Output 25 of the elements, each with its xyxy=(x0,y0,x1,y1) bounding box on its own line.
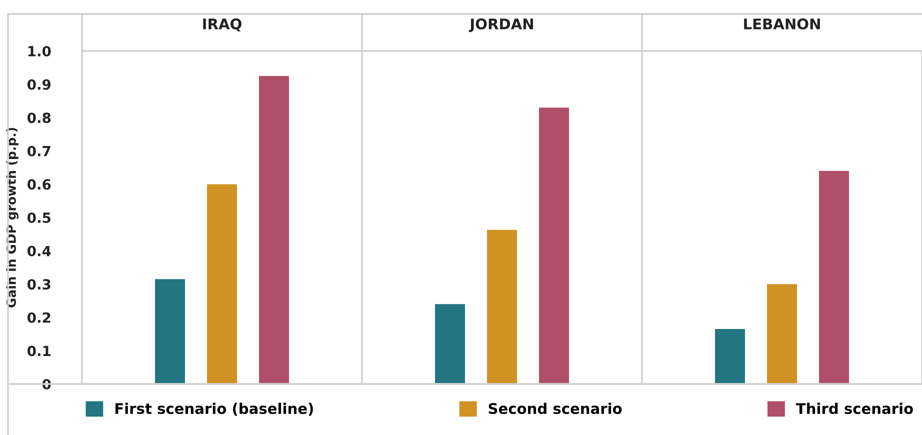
y-tick-label: 0.7 xyxy=(28,146,50,156)
y-tick-label: 0.4 xyxy=(28,246,51,256)
bar xyxy=(767,284,797,384)
y-tick-label: 0.2 xyxy=(28,312,50,323)
x-tick-label: JORDAN xyxy=(468,18,533,32)
legend-label: Third scenario xyxy=(796,402,913,414)
bar xyxy=(819,170,849,384)
bar xyxy=(435,304,465,384)
x-tick-label: IRAQ xyxy=(203,18,242,32)
y-tick-label: 0.1 xyxy=(28,346,50,356)
y-tick-label: 0.8 xyxy=(28,112,51,124)
y-tick-label: 0.6 xyxy=(28,179,51,190)
bar xyxy=(259,76,289,384)
bar xyxy=(207,184,237,384)
bar xyxy=(487,230,517,384)
y-tick-label: 0.9 xyxy=(28,79,51,90)
bar xyxy=(155,279,185,384)
y-tick-label: 1.0 xyxy=(28,46,51,56)
legend-label: First scenario (baseline) xyxy=(115,402,313,416)
bar xyxy=(539,108,569,384)
y-tick-label: 0.3 xyxy=(28,279,50,290)
x-tick-label: LEBANON xyxy=(744,18,820,30)
legend-label: Second scenario xyxy=(488,402,622,414)
bar xyxy=(715,329,745,384)
y-tick-label: 0.5 xyxy=(28,212,50,223)
